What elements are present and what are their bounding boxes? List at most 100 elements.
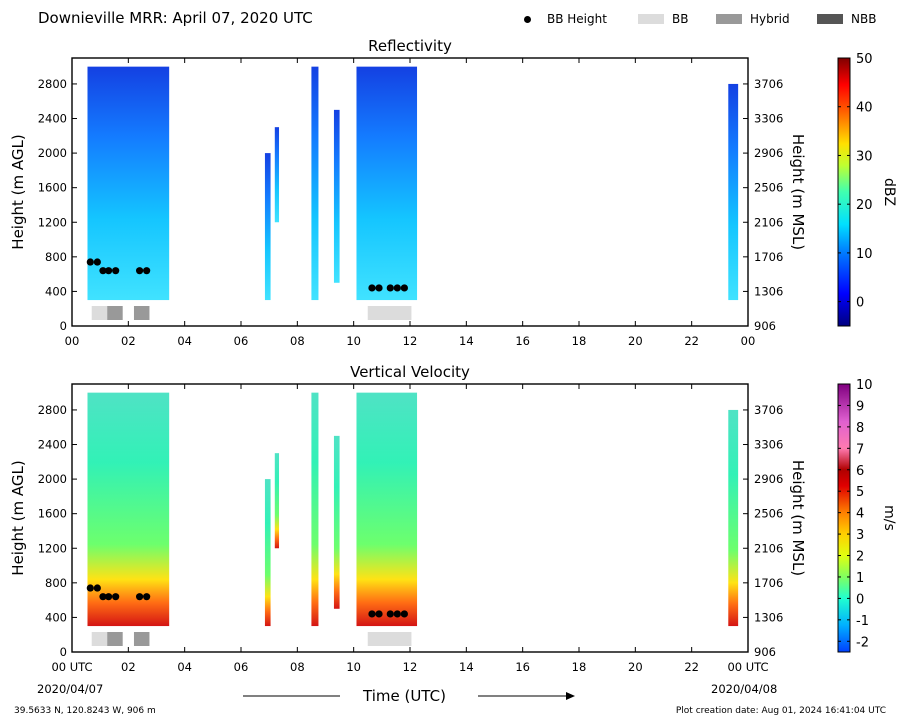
x-tick-label: 16 xyxy=(515,660,530,674)
y-tick-label-right: 1306 xyxy=(754,610,783,624)
bb-height-point xyxy=(368,610,376,618)
precip-band xyxy=(333,435,340,609)
bb-height-point xyxy=(99,593,107,601)
bb-type-bar xyxy=(91,632,108,646)
x-tick-label: 02 xyxy=(121,334,136,348)
bb-height-point xyxy=(375,610,383,618)
date-start: 2020/04/07 xyxy=(37,682,104,696)
precip-band xyxy=(264,153,271,301)
y-axis-label: Height (m AGL) xyxy=(9,460,27,575)
x-tick-label: 20 xyxy=(628,334,643,348)
legend-item-bb: BB xyxy=(638,12,688,26)
x-tick-label: 22 xyxy=(684,334,699,348)
bb-height-dot-icon xyxy=(524,15,531,23)
x-tick-label: 14 xyxy=(459,660,474,674)
y-tick-label: 2400 xyxy=(38,112,67,126)
y-tick-label: 1600 xyxy=(38,181,67,195)
y-axis-label: Height (m AGL) xyxy=(9,134,27,249)
y-tick-label: 2000 xyxy=(38,472,67,486)
bb-type-bar xyxy=(367,306,412,320)
colorbar-tick-label: 0 xyxy=(856,296,864,311)
x-tick-label: 12 xyxy=(403,334,418,348)
colorbar-tick-label: 1 xyxy=(856,571,864,586)
y-tick-label-right: 3306 xyxy=(754,112,783,126)
colorbar xyxy=(837,57,851,327)
legend-item-hybrid: Hybrid xyxy=(716,12,790,26)
precip-band xyxy=(728,409,739,627)
bb-swatch-icon xyxy=(638,14,664,24)
bb-height-point xyxy=(143,267,151,275)
bb-type-bar xyxy=(367,632,412,646)
legend-item-nbb: NBB xyxy=(817,12,876,26)
colorbar-tick-label: 5 xyxy=(856,485,864,500)
page-title: Downieville MRR: April 07, 2020 UTC xyxy=(38,9,313,27)
y-tick-label: 0 xyxy=(60,645,67,659)
bb-height-point xyxy=(386,610,394,618)
precip-band xyxy=(264,479,271,627)
x-tick-label: 06 xyxy=(234,660,249,674)
colorbar-tick-label: 3 xyxy=(856,528,864,543)
colorbar-tick-label: 30 xyxy=(856,149,873,164)
y-tick-label: 400 xyxy=(45,610,67,624)
colorbar-tick-label: 9 xyxy=(856,399,864,414)
bb-height-point xyxy=(105,593,113,601)
bb-height-point xyxy=(368,284,376,292)
y-tick-label: 1600 xyxy=(38,507,67,521)
nbb-swatch-icon xyxy=(817,14,843,24)
y-tick-label-right: 2106 xyxy=(754,215,783,229)
colorbar xyxy=(837,383,851,653)
bb-height-point xyxy=(112,593,120,601)
precip-band xyxy=(311,66,319,301)
colorbar-tick-label: 0 xyxy=(856,592,864,607)
panel-title: Vertical Velocity xyxy=(350,363,470,381)
x-tick-label: 10 xyxy=(346,660,361,674)
y-axis-label-right: Height (m MSL) xyxy=(789,460,807,576)
x-tick-label: 10 xyxy=(346,334,361,348)
y-axis-label-right: Height (m MSL) xyxy=(789,134,807,250)
y-tick-label: 400 xyxy=(45,284,67,298)
bb-height-point xyxy=(86,584,94,592)
x-tick-label: 00 UTC xyxy=(51,660,92,674)
bb-type-bar xyxy=(91,306,108,320)
date-end: 2020/04/08 xyxy=(711,682,778,696)
y-tick-label: 800 xyxy=(45,250,67,264)
y-tick-label-right: 3706 xyxy=(754,77,783,91)
colorbar-tick-label: 40 xyxy=(856,101,873,116)
bb-type-bar xyxy=(133,632,150,646)
precip-band xyxy=(274,127,280,223)
y-tick-label-right: 1706 xyxy=(754,250,783,264)
y-tick-label-right: 906 xyxy=(754,645,776,659)
x-tick-label: 08 xyxy=(290,660,305,674)
legend-label: NBB xyxy=(851,12,877,26)
bb-height-point xyxy=(99,267,107,275)
hybrid-swatch-icon xyxy=(716,14,742,24)
colorbar-label: m/s xyxy=(881,505,897,531)
y-tick-label: 2800 xyxy=(38,77,67,91)
y-tick-label-right: 1706 xyxy=(754,576,783,590)
colorbar-tick-label: 10 xyxy=(856,378,873,393)
y-tick-label-right: 2506 xyxy=(754,181,783,195)
x-tick-label: 18 xyxy=(572,660,587,674)
y-tick-label: 1200 xyxy=(38,541,67,555)
y-tick-label-right: 2906 xyxy=(754,146,783,160)
bb-height-point xyxy=(93,258,101,266)
y-tick-label: 1200 xyxy=(38,215,67,229)
x-tick-label: 14 xyxy=(459,334,474,348)
legend-item-bb-height: BB Height xyxy=(518,12,607,26)
colorbar-tick-label: 50 xyxy=(856,52,873,67)
x-tick-label: 00 xyxy=(65,334,80,348)
bb-height-point xyxy=(136,593,144,601)
y-tick-label-right: 3306 xyxy=(754,438,783,452)
bb-height-point xyxy=(143,593,151,601)
x-tick-label: 16 xyxy=(515,334,530,348)
bb-type-bar xyxy=(107,632,123,646)
x-tick-label: 22 xyxy=(684,660,699,674)
colorbar-tick-label: 7 xyxy=(856,442,864,457)
creation-date-text: Plot creation date: Aug 01, 2024 16:41:0… xyxy=(675,706,886,716)
colorbar-tick-label: 6 xyxy=(856,464,864,479)
colorbar-tick-label: 10 xyxy=(856,247,873,262)
bb-type-bar xyxy=(107,306,123,320)
